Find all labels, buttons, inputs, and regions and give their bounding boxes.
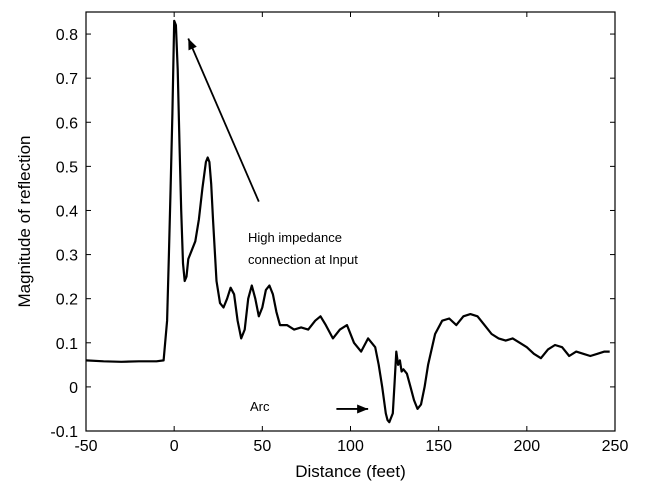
tick-marks bbox=[85, 12, 616, 432]
y-tick-label: 0 bbox=[69, 380, 78, 397]
arc-arrow-head bbox=[357, 404, 369, 414]
y-axis-label: Magnitude of reflection bbox=[15, 136, 34, 308]
arc-annotation-label: Arc bbox=[250, 399, 270, 414]
y-tick-label: 0.7 bbox=[56, 71, 78, 88]
y-tick-label: 0.6 bbox=[56, 115, 78, 132]
y-tick-label: 0.8 bbox=[56, 27, 78, 44]
x-tick-label: 150 bbox=[425, 438, 452, 455]
plot-frame bbox=[85, 11, 616, 432]
x-tick-label: 100 bbox=[337, 438, 364, 455]
y-tick-label: 0.4 bbox=[56, 203, 78, 220]
reflection-series-line bbox=[85, 19, 610, 424]
annotations: High impedance connection at Input Arc bbox=[187, 38, 369, 414]
y-tick-label: -0.1 bbox=[50, 424, 78, 441]
y-tick-label: 0.3 bbox=[56, 248, 78, 265]
x-axis-label: Distance (feet) bbox=[295, 462, 406, 481]
x-tick-label: 50 bbox=[253, 438, 271, 455]
impedance-arrow-head bbox=[188, 38, 197, 51]
impedance-annotation-line: connection at Input bbox=[248, 252, 358, 267]
impedance-annotation-line: High impedance bbox=[248, 230, 342, 245]
x-tick-label: -50 bbox=[74, 438, 97, 455]
x-tick-label: 200 bbox=[513, 438, 540, 455]
y-tick-label: 0.1 bbox=[56, 336, 78, 353]
impedance-arrow-shaft bbox=[187, 38, 260, 203]
x-tick-label: 250 bbox=[602, 438, 629, 455]
y-tick-label: 0.5 bbox=[56, 159, 78, 176]
x-tick-label: 0 bbox=[170, 438, 179, 455]
tick-labels: -50 0 50 100 150 200 250 -0.1 0 0.1 0.2 0.3 0.4 0.5 0.… bbox=[50, 27, 628, 455]
y-tick-label: 0.2 bbox=[56, 292, 78, 309]
